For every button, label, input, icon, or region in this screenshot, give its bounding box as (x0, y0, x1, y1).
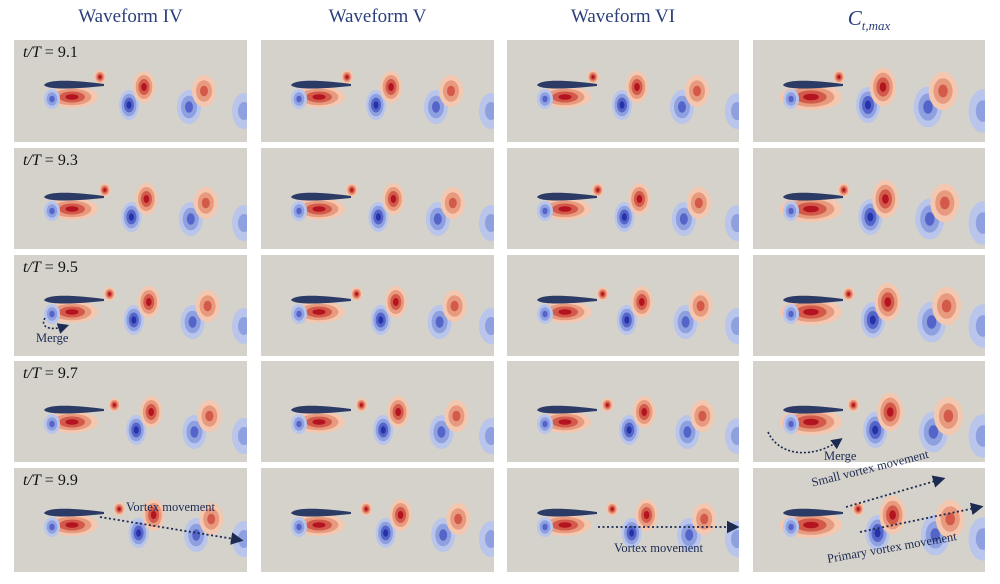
vorticity-contour-plot (44, 286, 247, 344)
vorticity-panel (261, 148, 494, 249)
vorticity-panel (753, 255, 985, 356)
vorticity-contour-plot (779, 392, 985, 458)
column-header-ct-max: Ct,max (847, 6, 891, 33)
vorticity-panel: t/T = 9.9 (14, 468, 247, 572)
vorticity-panel: t/T = 9.5 (14, 255, 247, 356)
vorticity-panel (753, 361, 985, 462)
column-header-waveform-iv: Waveform IV (78, 6, 183, 27)
merge-label-1: Merge (36, 331, 69, 345)
vorticity-contour-plot (779, 179, 985, 245)
vorticity-contour-plot (537, 396, 739, 454)
vorticity-contour-plot (779, 67, 985, 133)
time-label: t/T = 9.7 (23, 365, 78, 382)
vorticity-panel (261, 361, 494, 462)
time-label: t/T = 9.9 (23, 472, 78, 489)
vorticity-contour-plot (291, 499, 494, 557)
vorticity-contour-plot (537, 286, 739, 344)
vorticity-contour-plot (779, 282, 985, 348)
vorticity-contour-plot (537, 183, 739, 241)
vorticity-contour-plot (291, 286, 494, 344)
time-label: t/T = 9.1 (23, 44, 78, 61)
vorticity-panel (261, 40, 494, 142)
vortex-movement-label-2: Vortex movement (614, 541, 703, 555)
vorticity-contour-plot (291, 183, 494, 241)
vortex-movement-label-1: Vortex movement (126, 500, 215, 514)
vorticity-contour-plot (291, 396, 494, 454)
vorticity-panel (261, 468, 494, 572)
vorticity-contour-plot (537, 499, 739, 557)
column-header-waveform-vi: Waveform VI (570, 6, 676, 27)
vorticity-panel (753, 148, 985, 249)
vorticity-panel (261, 255, 494, 356)
vorticity-contour-plot (44, 183, 247, 241)
vorticity-panel (507, 148, 739, 249)
time-label: t/T = 9.3 (23, 152, 78, 169)
vorticity-panel: t/T = 9.7 (14, 361, 247, 462)
vorticity-panel: t/T = 9.3 (14, 148, 247, 249)
vorticity-panel (507, 255, 739, 356)
vorticity-panel (507, 40, 739, 142)
vorticity-contour-plot (537, 70, 739, 129)
vorticity-panel: t/T = 9.1 (14, 40, 247, 142)
vorticity-panel (507, 468, 739, 572)
vorticity-contour-plot (291, 70, 494, 129)
vorticity-panel (753, 40, 985, 142)
merge-label-2: Merge (824, 449, 857, 463)
vorticity-contour-plot (44, 396, 247, 454)
column-header-waveform-v: Waveform V (328, 6, 427, 27)
vorticity-contour-plot (44, 70, 247, 129)
time-label: t/T = 9.5 (23, 259, 78, 276)
vorticity-panel (507, 361, 739, 462)
